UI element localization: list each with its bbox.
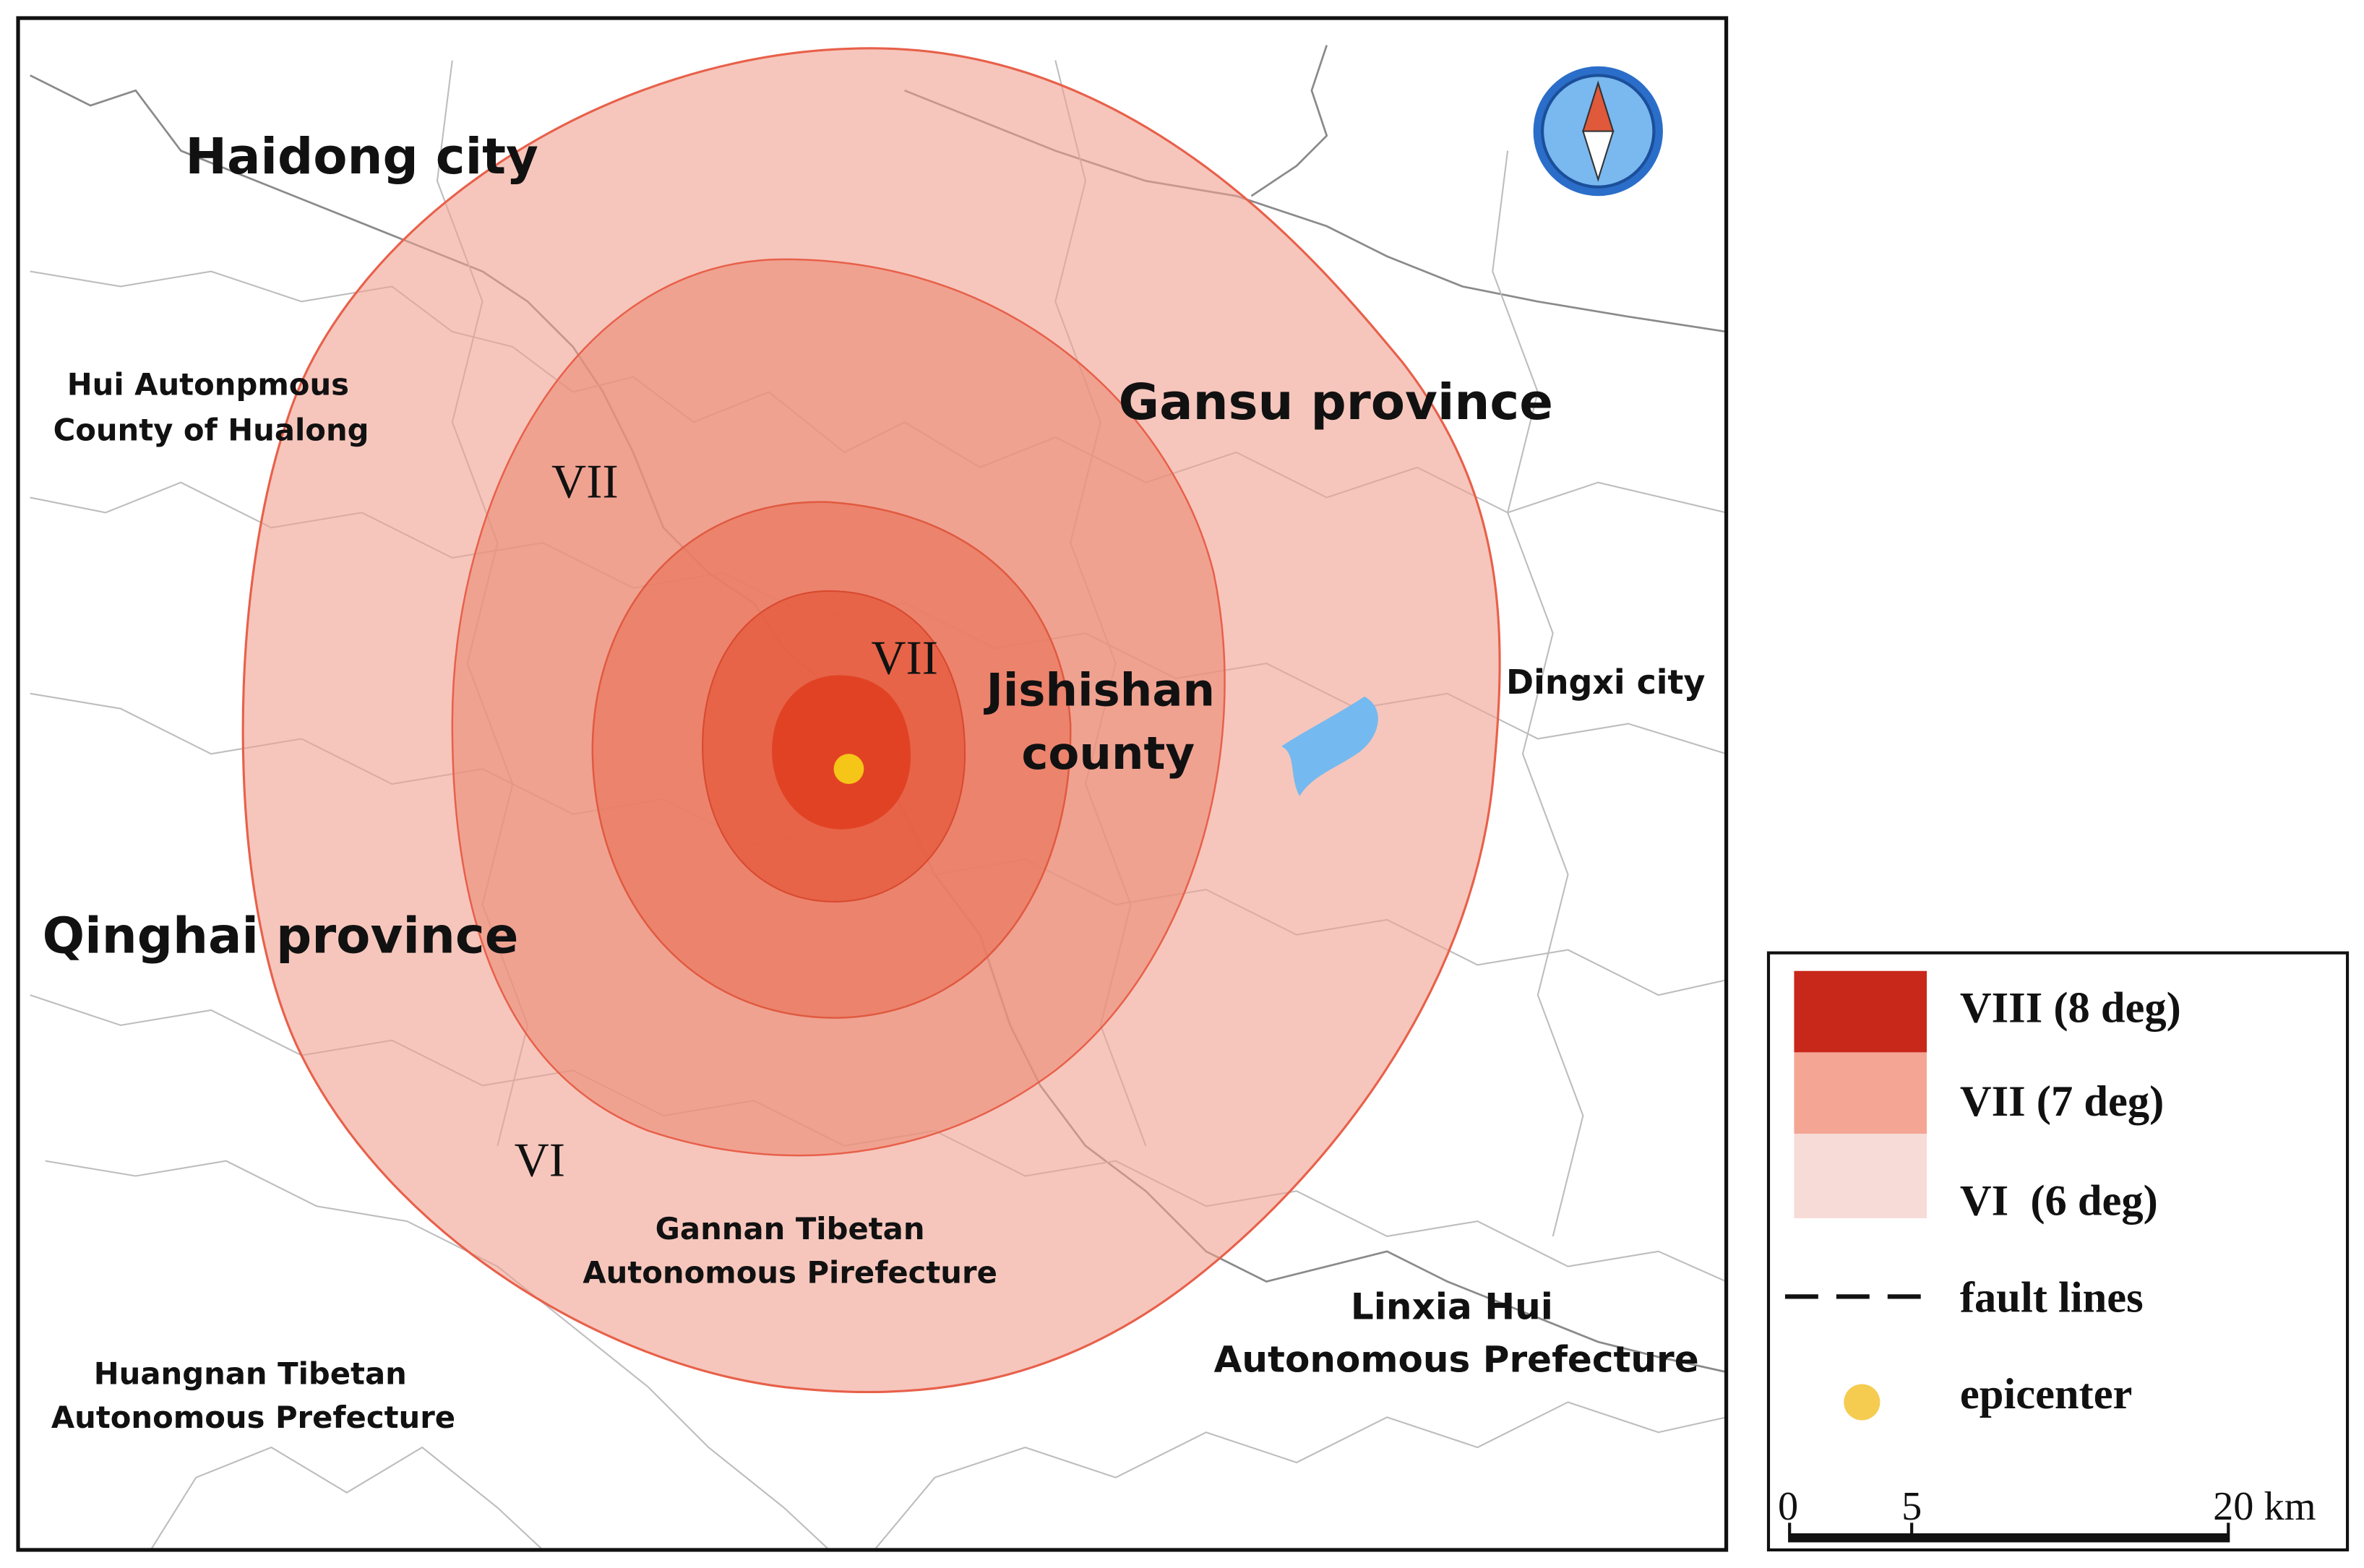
region-label: Linxia Hui Autonomous Prefecture [1214, 1286, 1699, 1381]
region-label: Qinghai province [43, 908, 519, 965]
scale-label: 5 [1901, 1484, 1922, 1529]
legend-label: VIII (8 deg) [1960, 984, 2181, 1033]
label-line: County of Hualong [53, 412, 369, 447]
legend-label: VI (6 deg) [1960, 1177, 2158, 1225]
region-label: Gannan Tibetan Autonomous Pirefecture [583, 1211, 997, 1291]
legend-label: VII (7 deg) [1960, 1077, 2164, 1126]
region-label: Jishishan county [984, 663, 1216, 780]
label-line: Gannan Tibetan [656, 1211, 925, 1246]
scale-label: 0 [1778, 1484, 1798, 1529]
intensity-zones [241, 47, 1501, 1394]
compass [1533, 66, 1663, 197]
label-line: Linxia Hui [1351, 1286, 1553, 1328]
region-label: Huangnan Tibetan Autonomous Prefecture [51, 1356, 455, 1435]
river [1250, 45, 1328, 197]
zone-viii [772, 675, 911, 830]
legend-swatch [1794, 1052, 1927, 1134]
label-line: Hui Autonpmous [67, 367, 349, 402]
map-frame [16, 16, 1729, 1552]
region-label: Dingxi city [1506, 663, 1705, 702]
intensity-label: VII [871, 632, 938, 685]
intensity-label: VII [551, 456, 619, 509]
lake [1281, 696, 1378, 796]
epicenter [833, 754, 864, 784]
region-label: Gansu province [1119, 374, 1553, 431]
scale-outline [1788, 1522, 2230, 1543]
legend-epicenter [1844, 1384, 1881, 1421]
road [874, 1401, 1727, 1550]
label-line: Autonomous Pirefecture [583, 1255, 997, 1291]
scale-bar-fill [1789, 1533, 2229, 1541]
region-label: Haidong city [185, 128, 538, 186]
label-line: county [1021, 727, 1195, 780]
legend: VIII (8 deg) VII (7 deg) VI (6 deg) faul… [1766, 951, 2350, 1552]
legend-label: fault lines [1960, 1273, 2144, 1322]
legend-label: epicenter [1960, 1370, 2132, 1418]
map-panel: Haidong city Hui Autonpmous County of Hua… [16, 16, 1729, 1552]
compass-south [1581, 130, 1615, 182]
label-line: Autonomous Prefecture [51, 1400, 455, 1435]
scale-label: 20 km [2213, 1484, 2316, 1529]
label-line: Autonomous Prefecture [1214, 1339, 1699, 1381]
map-labels: Haidong city Hui Autonpmous County of Hua… [43, 128, 1706, 1435]
label-line: Jishishan [984, 663, 1216, 716]
legend-swatch [1794, 970, 1927, 1053]
region-label: Hui Autonpmous County of Hualong [53, 367, 369, 448]
intensity-label: VI [515, 1134, 565, 1186]
road [1492, 150, 1584, 1237]
legend-swatch [1794, 1134, 1927, 1218]
road [150, 1446, 543, 1550]
scale-bar: 0 5 20 km [1778, 1484, 2316, 1543]
label-line: Huangnan Tibetan [94, 1356, 407, 1391]
